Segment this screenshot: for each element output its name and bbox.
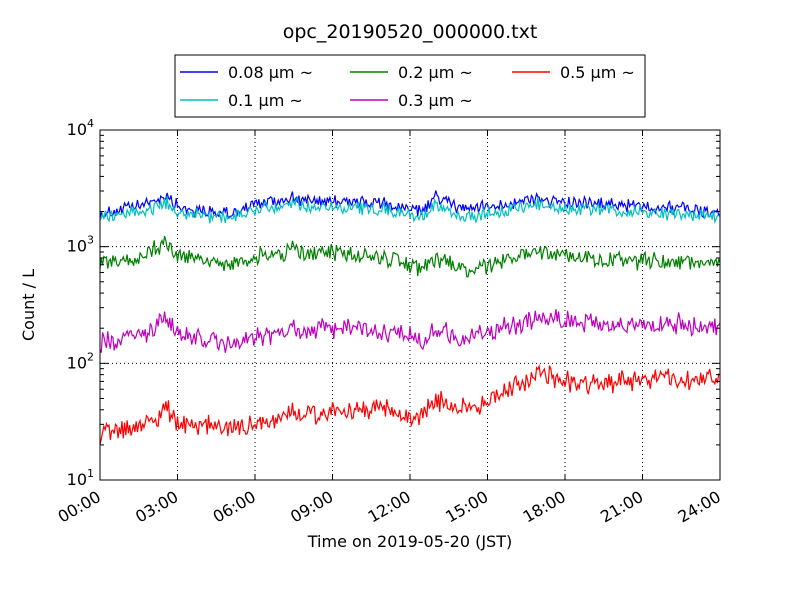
legend-label: 0.5 μm ~ bbox=[560, 63, 635, 82]
legend-label: 0.08 μm ~ bbox=[228, 63, 313, 82]
chart-title: opc_20190520_000000.txt bbox=[283, 21, 538, 43]
x-tick-label: 15:00 bbox=[442, 487, 491, 527]
legend-label: 0.3 μm ~ bbox=[398, 91, 473, 110]
series-line bbox=[99, 190, 721, 221]
legend-frame bbox=[174, 54, 646, 118]
series-line bbox=[99, 363, 721, 445]
x-axis-label: Time on 2019-05-20 (JST) bbox=[307, 532, 512, 551]
y-tick-label: 101 bbox=[67, 467, 94, 489]
x-tick-labels: 00:00 03:00 06:00 09:00 12:00 15:00 18:00 21:00… bbox=[55, 487, 724, 527]
legend: 0.08 μm ~ 0.1 μm ~ 0.2 μm ~ 0.3 μm ~ 0.5 μm … bbox=[174, 54, 646, 118]
y-axis-label: Count / L bbox=[19, 269, 38, 341]
grid bbox=[100, 130, 720, 480]
x-tick-label: 03:00 bbox=[132, 487, 181, 527]
series-line bbox=[99, 309, 721, 353]
series-line bbox=[99, 196, 721, 225]
y-tick-label: 103 bbox=[67, 234, 94, 256]
y-tick-label: 102 bbox=[67, 350, 94, 372]
x-tick-label: 21:00 bbox=[597, 487, 646, 527]
y-tick-labels: 101 102 103 104 bbox=[67, 117, 94, 489]
x-tick-label: 09:00 bbox=[287, 487, 336, 527]
legend-label: 0.1 μm ~ bbox=[228, 91, 303, 110]
series-layer bbox=[99, 190, 721, 445]
series-line bbox=[99, 235, 721, 278]
legend-label: 0.2 μm ~ bbox=[398, 63, 473, 82]
x-tick-label: 00:00 bbox=[55, 487, 104, 527]
x-tick-label: 18:00 bbox=[520, 487, 569, 527]
x-tick-label: 12:00 bbox=[365, 487, 414, 527]
x-tick-label: 24:00 bbox=[675, 487, 724, 527]
plot-frame bbox=[99, 129, 721, 481]
y-tick-label: 104 bbox=[67, 117, 94, 139]
x-tick-label: 06:00 bbox=[210, 487, 259, 527]
